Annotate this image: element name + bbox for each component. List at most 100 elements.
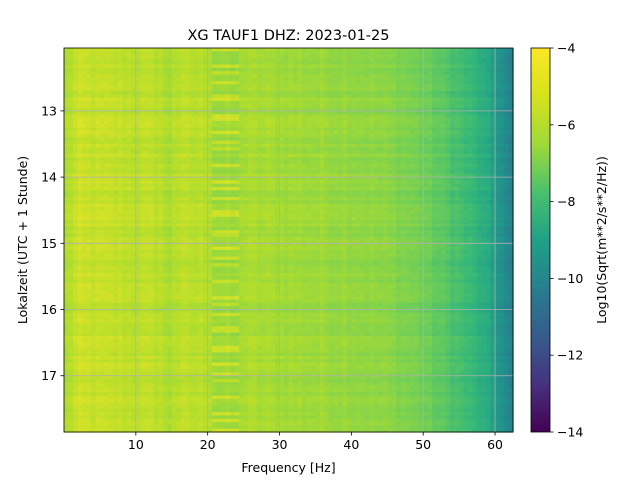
heatmap-cell xyxy=(194,160,200,165)
heatmap-cell xyxy=(418,87,424,92)
heatmap-cell xyxy=(333,51,339,56)
heatmap-cell xyxy=(135,200,141,205)
heatmap-cell xyxy=(248,117,254,122)
heatmap-cell xyxy=(77,120,83,125)
heatmap-cell xyxy=(135,67,141,72)
heatmap-cell xyxy=(221,147,227,152)
heatmap-cell xyxy=(167,170,173,175)
heatmap-cell xyxy=(171,183,177,188)
heatmap-cell xyxy=(86,100,92,105)
heatmap-cell xyxy=(292,77,299,82)
heatmap-cell xyxy=(158,120,164,125)
heatmap-cell xyxy=(279,130,285,135)
heatmap-cell xyxy=(315,150,321,155)
heatmap-cell xyxy=(391,74,397,79)
heatmap-cell xyxy=(364,54,370,59)
heatmap-cell xyxy=(306,144,312,148)
heatmap-cell xyxy=(176,71,182,76)
heatmap-cell xyxy=(153,180,159,185)
heatmap-cell xyxy=(185,153,191,158)
heatmap-cell xyxy=(140,177,146,182)
heatmap-cell xyxy=(234,163,240,168)
heatmap-cell xyxy=(203,163,209,168)
heatmap-cell xyxy=(162,54,168,59)
heatmap-cell xyxy=(131,200,137,205)
heatmap-cell xyxy=(441,173,447,178)
heatmap-cell xyxy=(189,173,195,178)
heatmap-cell xyxy=(288,140,294,145)
heatmap-cell xyxy=(324,124,330,129)
heatmap-cell xyxy=(153,196,159,201)
heatmap-cell xyxy=(504,61,510,66)
heatmap-cell xyxy=(400,167,406,172)
heatmap-cell xyxy=(189,84,195,89)
heatmap-cell xyxy=(68,130,74,135)
heatmap-cell xyxy=(481,81,487,86)
heatmap-cell xyxy=(468,130,474,135)
heatmap-cell xyxy=(504,114,510,119)
heatmap-cell xyxy=(423,180,429,185)
heatmap-cell xyxy=(185,110,191,115)
heatmap-cell xyxy=(387,157,393,162)
heatmap-cell xyxy=(167,54,173,59)
heatmap-cell xyxy=(297,48,303,52)
heatmap-cell xyxy=(257,140,263,145)
heatmap-cell xyxy=(459,167,465,172)
heatmap-cell xyxy=(508,120,514,125)
heatmap-cell xyxy=(324,193,330,198)
heatmap-cell xyxy=(86,153,92,158)
heatmap-cell xyxy=(355,200,361,205)
heatmap-cell xyxy=(423,144,429,148)
heatmap-cell xyxy=(266,94,272,99)
heatmap-cell xyxy=(257,183,263,188)
heatmap-cell xyxy=(306,170,312,175)
heatmap-cell xyxy=(144,200,150,205)
heatmap-cell xyxy=(441,97,447,102)
heatmap-cell xyxy=(414,193,420,198)
heatmap-cell xyxy=(459,91,465,95)
heatmap-cell xyxy=(270,57,276,62)
heatmap-cell xyxy=(468,94,474,99)
heatmap-cell xyxy=(261,147,267,152)
heatmap-cell xyxy=(113,51,119,56)
heatmap-cell xyxy=(72,140,79,145)
heatmap-cell xyxy=(252,48,258,52)
heatmap-cell xyxy=(77,110,83,115)
heatmap-cell xyxy=(140,77,146,82)
heatmap-cell xyxy=(351,167,357,172)
heatmap-cell xyxy=(180,167,186,172)
heatmap-cell xyxy=(450,94,456,99)
heatmap-cell xyxy=(463,187,469,191)
heatmap-cell xyxy=(194,196,200,201)
heatmap-cell xyxy=(328,110,334,115)
heatmap-cell xyxy=(423,147,429,152)
heatmap-cell xyxy=(284,147,290,152)
heatmap-cell xyxy=(180,81,186,86)
heatmap-cell xyxy=(135,104,141,109)
heatmap-cell xyxy=(198,153,204,158)
heatmap-cell xyxy=(270,54,276,59)
heatmap-cell xyxy=(364,74,370,79)
heatmap-cell xyxy=(319,144,326,148)
heatmap-cell xyxy=(373,134,379,138)
heatmap-cell xyxy=(104,91,110,95)
heatmap-cell xyxy=(90,183,97,188)
heatmap-cell xyxy=(346,173,352,178)
heatmap-cell xyxy=(126,180,132,185)
heatmap-cell xyxy=(315,87,321,92)
heatmap-cell xyxy=(216,187,222,191)
heatmap-cell xyxy=(306,124,312,129)
heatmap-cell xyxy=(468,140,474,145)
heatmap-cell xyxy=(284,110,290,115)
heatmap-cell xyxy=(113,173,119,178)
heatmap-cell xyxy=(207,100,213,105)
heatmap-cell xyxy=(360,107,366,112)
heatmap-cell xyxy=(472,48,478,52)
heatmap-cell xyxy=(427,173,433,178)
heatmap-cell xyxy=(373,183,379,188)
heatmap-cell xyxy=(234,48,240,52)
heatmap-cell xyxy=(64,134,70,138)
heatmap-cell xyxy=(463,61,469,66)
heatmap-cell xyxy=(162,71,168,76)
heatmap-cell xyxy=(360,51,366,56)
